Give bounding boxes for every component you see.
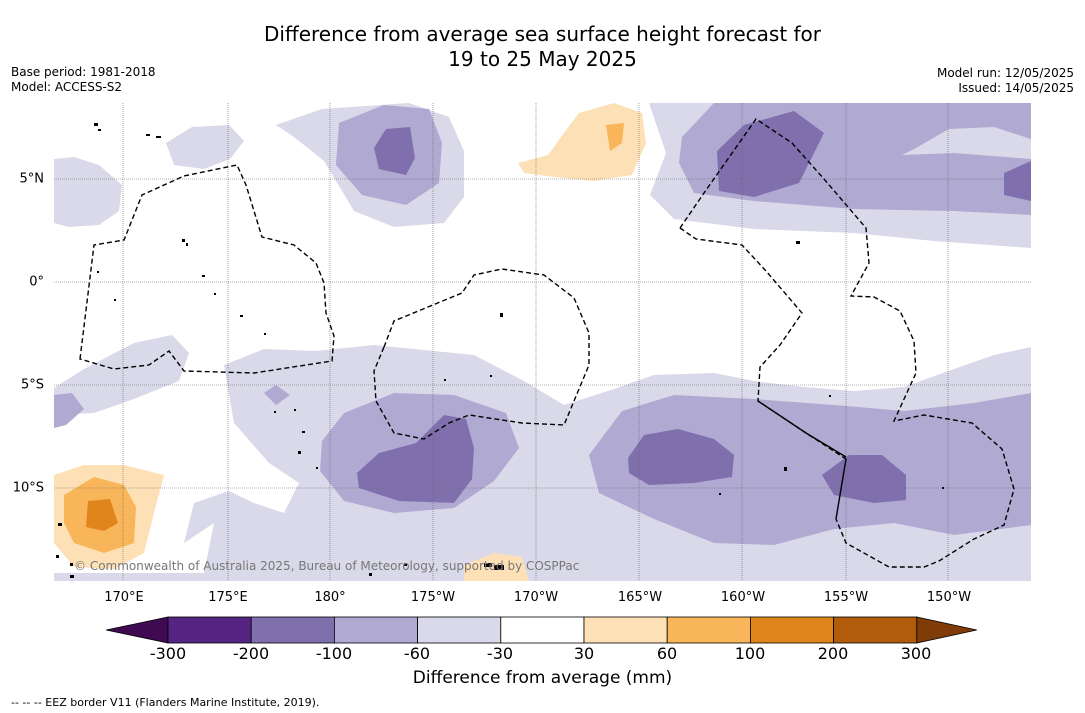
meta-left: Base period: 1981-2018 Model: ACCESS-S2 [11, 65, 156, 95]
issued-date: Issued: 14/05/2025 [958, 81, 1074, 95]
colorbar-segment [250, 616, 335, 644]
anomaly-fill-warm [54, 103, 646, 581]
colorbar-tick-6: 60 [656, 644, 678, 663]
lon-label-8: 150°W [926, 590, 972, 605]
lat-label-1: 0° [29, 274, 44, 290]
eez-borders [79, 118, 1015, 568]
colorbar-label: Difference from average (mm) [412, 668, 673, 688]
model-run: Model run: 12/05/2025 [936, 66, 1074, 80]
colorbar-tick-7: 100 [734, 644, 766, 663]
colorbar-segment [583, 616, 668, 644]
colorbar-segment [333, 616, 418, 644]
colorbar-arrow-left [106, 616, 169, 644]
title-line-2: 19 to 25 May 2025 [448, 47, 637, 71]
islands [56, 123, 944, 578]
lon-label-1: 175°E [208, 590, 248, 605]
colorbar-arrow-right [916, 616, 977, 644]
lon-label-5: 165°W [617, 590, 663, 605]
colorbar-tick-8: 200 [817, 644, 849, 663]
colorbar-tick-1: -200 [232, 644, 270, 663]
colorbar-tick-0: -300 [149, 644, 187, 663]
lon-label-4: 170°W [513, 590, 559, 605]
lon-label-0: 170°E [104, 590, 144, 605]
base-period: Base period: 1981-2018 [11, 65, 156, 79]
lon-label-3: 175°W [410, 590, 456, 605]
eez-footnote: -- -- -- EEZ border V11 (Flanders Marine… [11, 696, 320, 709]
colorbar [106, 616, 977, 644]
colorbar-segment [417, 616, 502, 644]
meta-right: Model run: 12/05/2025 Issued: 14/05/2025 [937, 66, 1074, 96]
lat-label-2: 5°S [20, 377, 44, 393]
lat-label-3: 10°S [12, 480, 44, 496]
eez-border-solid-2 [835, 458, 847, 520]
title-line-1: Difference from average sea surface heig… [263, 22, 822, 46]
colorbar-segment [167, 616, 252, 644]
lat-label-0: 5°N [19, 171, 45, 187]
map-gridlines [54, 103, 1031, 581]
colorbar-tick-3: -60 [403, 644, 431, 663]
colorbar-tick-5: 30 [573, 644, 595, 663]
colorbar-tick-9: 300 [900, 644, 932, 663]
colorbar-segment [750, 616, 835, 644]
lon-label-7: 155°W [823, 590, 869, 605]
colorbar-segment [666, 616, 751, 644]
lon-label-2: 180° [314, 590, 346, 605]
lon-label-6: 160°W [720, 590, 766, 605]
colorbar-segment [500, 616, 585, 644]
sea-surface-height-map [54, 103, 1031, 581]
anomaly-fill-dark [357, 111, 1031, 503]
chart-title: Difference from average sea surface heig… [0, 22, 1085, 72]
model-name: Model: ACCESS-S2 [11, 80, 123, 94]
eez-border-solid [757, 400, 847, 458]
colorbar-tick-2: -100 [315, 644, 353, 663]
colorbar-tick-4: -30 [486, 644, 514, 663]
copyright-notice: © Commonwealth of Australia 2025, Bureau… [74, 559, 580, 573]
colorbar-segment [833, 616, 918, 644]
